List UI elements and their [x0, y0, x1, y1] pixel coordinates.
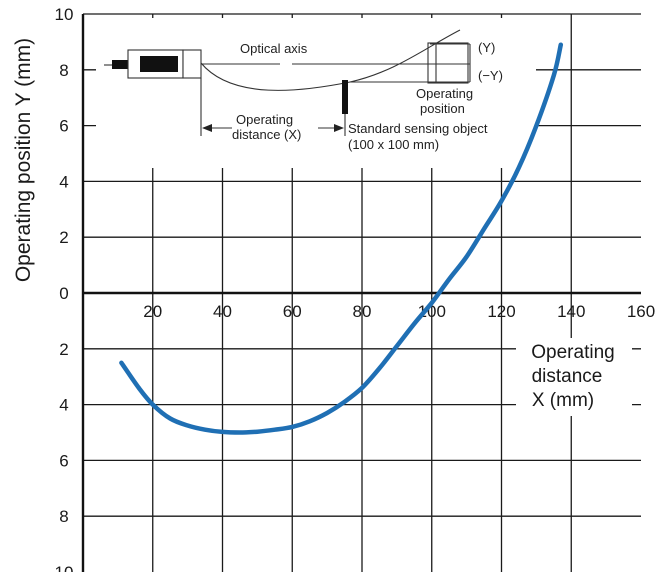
x-tick-label: 120: [487, 302, 515, 321]
sensor-cable: [112, 60, 128, 69]
x-axis-label-line-2: distance: [532, 366, 603, 387]
y-positive-label: (Y): [478, 40, 495, 55]
y-tick-label: 8: [59, 61, 68, 80]
x-tick-label: 80: [353, 302, 372, 321]
y-tick-label: 10: [55, 563, 74, 572]
y-tick-label: 8: [59, 507, 68, 526]
operating-distance-label: distance (X): [232, 127, 301, 142]
x-tick-label: 160: [627, 302, 655, 321]
y-axis-label: Operating position Y (mm): [12, 38, 35, 282]
operating-distance-label: Operating: [236, 112, 293, 127]
sensor-head: [183, 50, 201, 78]
y-negative-label: (−Y): [478, 68, 503, 83]
optical-axis-label: Optical axis: [240, 41, 308, 56]
y-tick-label: 6: [59, 117, 68, 136]
operating-position-label: position: [420, 101, 465, 116]
sensor-core: [140, 56, 178, 72]
sensing-object-label: (100 x 100 mm): [348, 137, 439, 152]
y-tick-label: 4: [59, 396, 68, 415]
x-axis-label-line-3: X (mm): [532, 390, 594, 411]
x-tick-label: 60: [283, 302, 302, 321]
x-axis-label-line-1: Operating: [531, 342, 614, 363]
y-tick-label: 6: [59, 451, 68, 470]
sensing-object-label: Standard sensing object: [348, 121, 488, 136]
sensing-object: [342, 80, 348, 114]
operating-position-label: Operating: [416, 86, 473, 101]
y-tick-label: 2: [59, 340, 68, 359]
y-tick-label: 0: [59, 284, 68, 303]
y-tick-label: 10: [55, 5, 74, 24]
x-tick-label: 40: [213, 302, 232, 321]
y-tick-label: 2: [59, 228, 68, 247]
y-tick-label: 4: [59, 172, 68, 191]
inset-diagram: Optical axis (Y) (−Y) Operating position…: [96, 18, 536, 168]
x-tick-label: 20: [143, 302, 162, 321]
x-tick-label: 140: [557, 302, 585, 321]
